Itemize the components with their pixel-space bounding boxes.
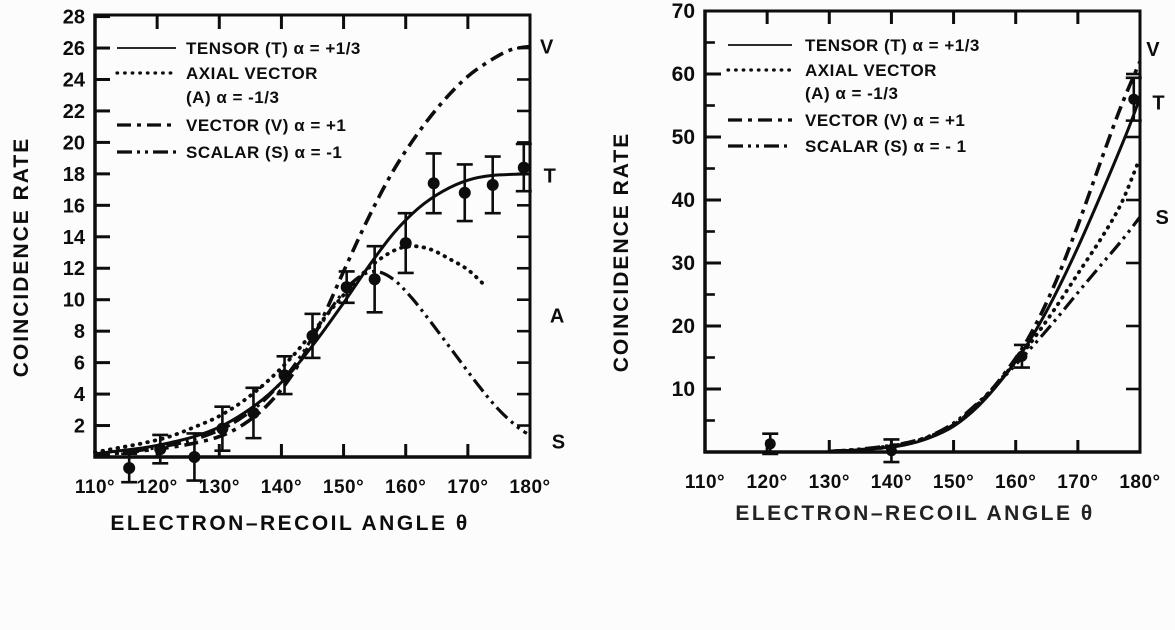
tick-labels: 10 20 30 40 50 60 70 110° 120° 130° 140° 150° 160° 17… bbox=[672, 0, 1161, 493]
svg-text:150°: 150° bbox=[323, 477, 364, 498]
series-vector-v bbox=[94, 44, 531, 458]
series-scalar-s bbox=[829, 216, 1142, 453]
svg-text:V: V bbox=[1146, 39, 1160, 61]
svg-text:2: 2 bbox=[74, 416, 85, 438]
svg-text:VECTOR (V) α = +1: VECTOR (V) α = +1 bbox=[186, 116, 346, 135]
svg-text:14: 14 bbox=[63, 227, 86, 249]
right-x-axis-title: ELECTRON–RECOIL ANGLE θ bbox=[735, 502, 1095, 525]
svg-text:140°: 140° bbox=[871, 472, 912, 493]
curve-end-labels: V T A S bbox=[540, 36, 565, 453]
left-chart: 2 4 6 8 10 12 14 16 18 20 22 24 26 28 110° 120° 130° 140°… bbox=[10, 7, 565, 535]
svg-text:140°: 140° bbox=[261, 477, 302, 498]
svg-text:110°: 110° bbox=[685, 472, 725, 493]
svg-text:SCALAR (S) α = -1: SCALAR (S) α = -1 bbox=[186, 143, 342, 162]
svg-text:16: 16 bbox=[63, 195, 85, 217]
series-axial-vector-a bbox=[93, 244, 489, 455]
svg-text:20: 20 bbox=[63, 132, 85, 154]
axis-ticks bbox=[705, 9, 1140, 452]
svg-text:T: T bbox=[1152, 92, 1164, 114]
svg-text:26: 26 bbox=[63, 38, 85, 60]
svg-text:120°: 120° bbox=[136, 477, 177, 498]
series-axial-vector-a bbox=[827, 163, 1139, 454]
svg-text:22: 22 bbox=[63, 101, 85, 123]
svg-text:180°: 180° bbox=[509, 477, 550, 498]
svg-text:170°: 170° bbox=[1057, 472, 1098, 493]
svg-text:20: 20 bbox=[672, 315, 695, 338]
svg-text:VECTOR (V) α = +1: VECTOR (V) α = +1 bbox=[805, 111, 965, 130]
right-chart: 10 20 30 40 50 60 70 110° 120° 130° 140° 150° 160° 17… bbox=[600, 0, 1175, 630]
svg-text:130°: 130° bbox=[199, 477, 240, 498]
legend: TENSOR (T) α = +1/3 AXIAL VECTOR (A) α = -… bbox=[115, 39, 361, 162]
svg-text:TENSOR (T) α = +1/3: TENSOR (T) α = +1/3 bbox=[805, 36, 980, 55]
svg-text:10: 10 bbox=[672, 378, 695, 401]
series-scalar-s bbox=[94, 269, 528, 457]
svg-text:24: 24 bbox=[63, 69, 86, 91]
svg-text:S: S bbox=[552, 431, 565, 453]
svg-text:12: 12 bbox=[63, 258, 85, 280]
right-y-axis-title: COINCIDENCE RATE bbox=[610, 131, 633, 373]
svg-text:28: 28 bbox=[63, 7, 85, 29]
svg-text:(A) α = -1/3: (A) α = -1/3 bbox=[805, 84, 898, 103]
right-chart-plot: 10 20 30 40 50 60 70 110° 120° 130° 140° 150° 160° 17… bbox=[672, 0, 1169, 493]
svg-text:A: A bbox=[550, 305, 564, 327]
svg-text:40: 40 bbox=[672, 189, 695, 212]
svg-text:120°: 120° bbox=[746, 472, 787, 493]
data-points bbox=[762, 76, 1142, 464]
svg-text:170°: 170° bbox=[447, 477, 488, 498]
svg-text:AXIAL VECTOR: AXIAL VECTOR bbox=[805, 61, 937, 80]
svg-text:8: 8 bbox=[74, 321, 85, 343]
svg-text:70: 70 bbox=[672, 0, 695, 23]
left-y-axis-title: COINCIDENCE RATE bbox=[10, 136, 33, 378]
svg-text:SCALAR (S) α = - 1: SCALAR (S) α = - 1 bbox=[805, 137, 967, 156]
curve-end-labels: V T S bbox=[1146, 39, 1169, 229]
svg-text:V: V bbox=[540, 36, 554, 58]
svg-text:18: 18 bbox=[63, 164, 85, 186]
svg-text:110°: 110° bbox=[75, 477, 115, 498]
svg-text:50: 50 bbox=[672, 126, 695, 149]
svg-text:6: 6 bbox=[74, 353, 85, 375]
svg-text:TENSOR (T) α = +1/3: TENSOR (T) α = +1/3 bbox=[186, 39, 361, 58]
svg-text:160°: 160° bbox=[385, 477, 426, 498]
svg-text:180°: 180° bbox=[1119, 472, 1160, 493]
left-x-axis-title: ELECTRON–RECOIL ANGLE θ bbox=[110, 512, 470, 535]
svg-text:S: S bbox=[1156, 207, 1169, 229]
svg-text:AXIAL VECTOR: AXIAL VECTOR bbox=[186, 64, 318, 83]
svg-text:160°: 160° bbox=[995, 472, 1036, 493]
svg-text:130°: 130° bbox=[809, 472, 850, 493]
svg-text:(A) α = -1/3: (A) α = -1/3 bbox=[186, 88, 279, 107]
svg-text:150°: 150° bbox=[933, 472, 974, 493]
svg-text:30: 30 bbox=[672, 252, 695, 275]
legend: TENSOR (T) α = +1/3 AXIAL VECTOR (A) α = -… bbox=[726, 36, 980, 156]
data-points bbox=[121, 142, 532, 484]
svg-text:T: T bbox=[544, 165, 556, 187]
svg-text:4: 4 bbox=[74, 384, 86, 406]
svg-text:10: 10 bbox=[63, 290, 85, 312]
axis-ticks bbox=[95, 15, 530, 457]
svg-text:60: 60 bbox=[672, 63, 695, 86]
